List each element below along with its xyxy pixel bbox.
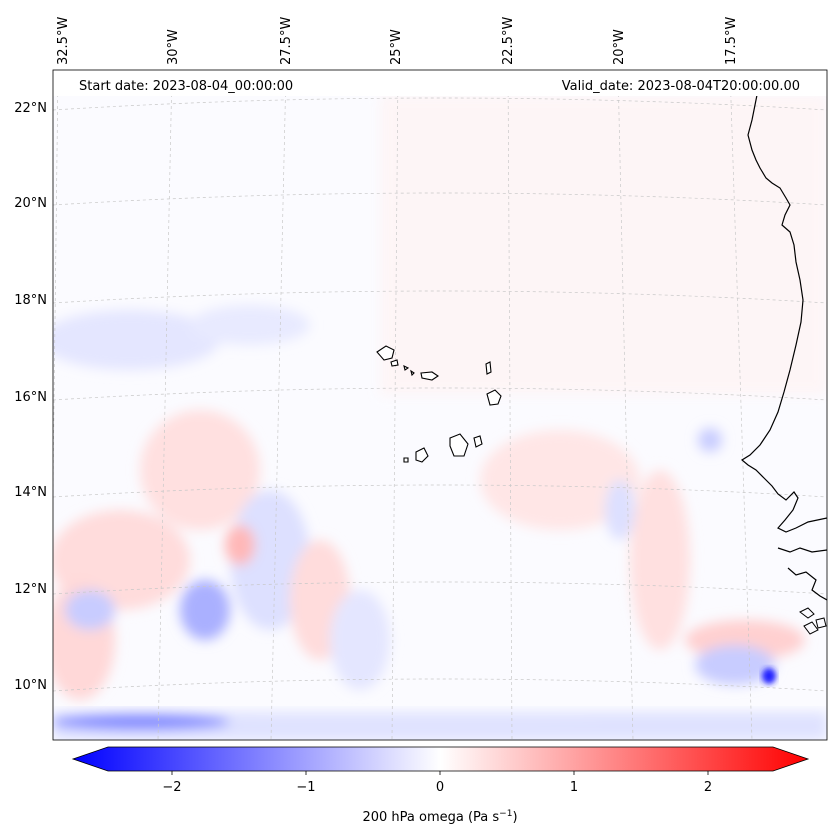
map-frame	[52, 69, 828, 741]
lon-label: 17.5°W	[724, 17, 739, 65]
lat-label: 18°N	[14, 293, 47, 308]
lat-label: 16°N	[14, 390, 47, 405]
colorbar-title: 200 hPa omega (Pa s−1)	[362, 809, 517, 825]
lon-label: 30°W	[166, 29, 181, 65]
lon-label: 22.5°W	[501, 17, 516, 65]
map-panel: Start date: 2023-08-04_00:00:00 Valid_da…	[52, 69, 828, 741]
lon-label: 32.5°W	[56, 17, 71, 65]
cape-verde-islands	[376, 345, 502, 463]
bijagos-islands	[799, 607, 827, 635]
start-date-label: Start date: 2023-08-04_00:00:00	[79, 79, 293, 94]
colorbar-tick-label: 2	[704, 780, 712, 795]
lat-label: 14°N	[14, 485, 47, 500]
colorbar-tick-label: −1	[296, 780, 315, 795]
valid-date-label: Valid_date: 2023-08-04T20:00:00.00	[562, 79, 800, 94]
lat-label: 22°N	[14, 101, 47, 116]
lat-label: 20°N	[14, 196, 47, 211]
graticule	[53, 70, 827, 740]
header-strip	[53, 70, 827, 96]
lat-label: 12°N	[14, 582, 47, 597]
lon-label: 20°W	[612, 29, 627, 65]
omega-field	[53, 70, 827, 740]
colorbar-ticks	[171, 771, 709, 775]
latitude-labels: 22°N 20°N 18°N 16°N 14°N 12°N 10°N	[14, 101, 47, 693]
colorbar-tick-label: −2	[162, 780, 181, 795]
gambia-coast	[777, 547, 827, 553]
lon-label: 27.5°W	[279, 17, 294, 65]
colorbar-tick-label: 0	[436, 780, 444, 795]
lat-label: 10°N	[14, 678, 47, 693]
colorbar: −2 −1 0 1 2 200 hPa omega (Pa s−1)	[71, 746, 810, 825]
guinea-coast	[787, 567, 827, 601]
africa-coastline	[740, 94, 827, 533]
colorbar-bar	[71, 746, 810, 772]
colorbar-tick-label: 1	[570, 780, 578, 795]
longitude-labels: 32.5°W 30°W 27.5°W 25°W 22.5°W 20°W 17.5…	[56, 17, 739, 65]
lon-label: 25°W	[389, 29, 404, 65]
